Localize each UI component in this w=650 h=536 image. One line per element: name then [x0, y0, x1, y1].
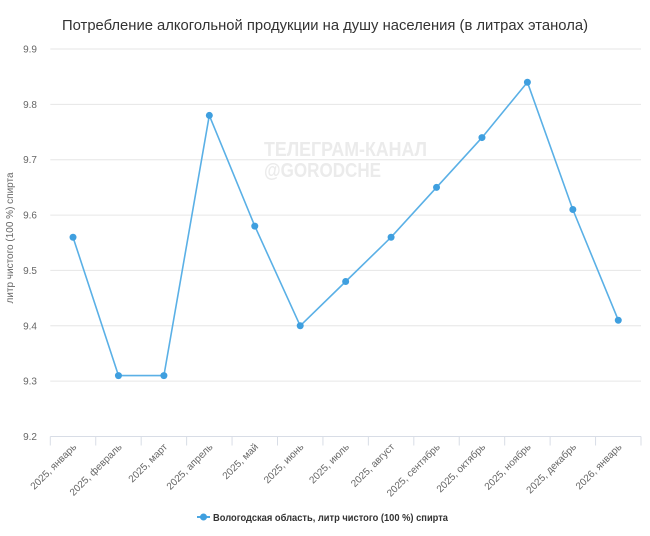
- y-axis-title: литр чистого (100 %) спирта: [5, 172, 16, 304]
- legend-item[interactable]: Вологодская область, литр чистого (100 %…: [197, 512, 448, 524]
- data-point-marker[interactable]: [160, 372, 168, 380]
- x-axis-ticks: [49, 436, 642, 446]
- x-tick-label: 2025, март: [127, 442, 171, 486]
- data-point-marker[interactable]: [387, 233, 395, 241]
- y-tick-label: 9.5: [23, 266, 37, 277]
- data-point-marker[interactable]: [433, 183, 441, 191]
- series-markers: [69, 78, 622, 380]
- x-tick-label: 2025, апрель: [165, 442, 216, 493]
- y-tick-label: 9.6: [23, 211, 37, 222]
- watermark: ТЕЛЕГРАМ-КАНАЛ @GORODCHE: [264, 139, 427, 182]
- y-tick-label: 9.7: [23, 155, 37, 166]
- x-tick-label: 2025, ноябрь: [482, 441, 533, 492]
- gridlines: [50, 48, 641, 382]
- y-tick-label: 9.8: [23, 100, 37, 111]
- watermark-line-2: @GORODCHE: [264, 160, 381, 182]
- y-tick-label: 9.9: [23, 45, 37, 56]
- data-point-marker[interactable]: [342, 278, 350, 285]
- data-point-marker[interactable]: [614, 316, 622, 324]
- data-point-marker[interactable]: [523, 78, 531, 86]
- x-tick-label: 2025, август: [349, 442, 397, 490]
- y-axis-labels: 9.2 9.3 9.4 9.5 9.6 9.7 9.8 9.9: [23, 45, 37, 444]
- watermark-line-1: ТЕЛЕГРАМ-КАНАЛ: [264, 139, 427, 161]
- x-tick-label: 2026, январь: [574, 442, 624, 492]
- data-point-marker[interactable]: [296, 322, 304, 330]
- x-tick-label: 2025, январь: [29, 442, 79, 492]
- x-tick-label: 2025, июнь: [262, 442, 306, 486]
- y-tick-label: 9.4: [23, 321, 37, 332]
- x-tick-label: 2025, июль: [307, 442, 351, 486]
- data-point-marker[interactable]: [478, 134, 486, 142]
- data-point-marker[interactable]: [205, 111, 213, 119]
- legend-label: Вологодская область, литр чистого (100 %…: [213, 512, 448, 524]
- data-point-marker[interactable]: [114, 372, 122, 380]
- y-tick-label: 9.2: [23, 432, 37, 443]
- series-line: [72, 81, 620, 377]
- x-tick-label: 2025, май: [221, 442, 261, 482]
- data-point-marker[interactable]: [251, 222, 259, 230]
- legend-marker-icon: [200, 513, 207, 521]
- y-tick-label: 9.3: [23, 377, 37, 388]
- chart-title: Потребление алкогольной продукции на душ…: [62, 17, 588, 34]
- data-point-marker[interactable]: [69, 233, 77, 241]
- data-point-marker[interactable]: [569, 206, 577, 214]
